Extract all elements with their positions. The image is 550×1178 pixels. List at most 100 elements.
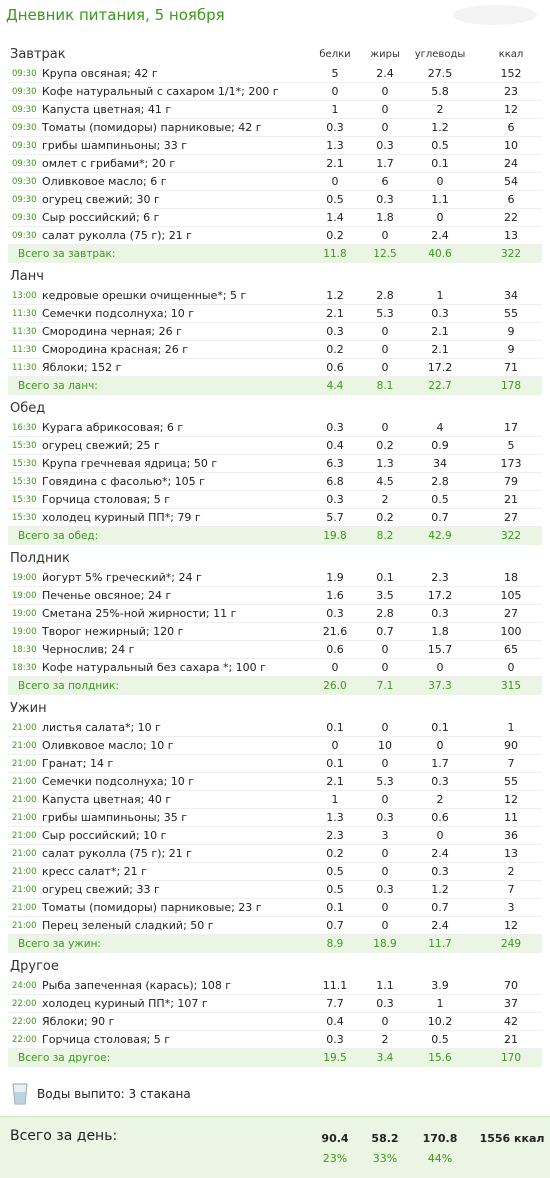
section-total-value: 26.0 bbox=[323, 680, 347, 692]
nutrient-value: 1.1 bbox=[376, 979, 394, 992]
food-name: грибы шампиньоны; 35 г bbox=[42, 811, 188, 824]
nutrient-value: 1 bbox=[507, 721, 515, 734]
food-row: 09:30 огурец свежий; 30 г 0.5 0.3 1.1 6 bbox=[8, 191, 542, 209]
nutrient-value: 0.3 bbox=[326, 325, 344, 338]
nutrient-value: 2.1 bbox=[326, 307, 344, 320]
section-total-value: 322 bbox=[500, 248, 522, 260]
food-row: 15:30 Горчица столовая; 5 г 0.3 2 0.5 21 bbox=[8, 491, 542, 509]
nutrient-value: 2.4 bbox=[431, 919, 449, 932]
nutrient-value: 2 bbox=[436, 793, 444, 806]
food-row: 19:00 Сметана 25%-ной жирности; 11 г 0.3 2.… bbox=[8, 605, 542, 623]
nutrient-value: 18 bbox=[504, 571, 518, 584]
nutrient-value: 71 bbox=[504, 361, 518, 374]
section-total-value: 249 bbox=[500, 938, 522, 950]
day-total-value: 1556 ккал bbox=[479, 1132, 545, 1145]
water-text: Воды выпито: 3 стакана bbox=[37, 1087, 191, 1101]
nutrient-value: 10 bbox=[504, 139, 518, 152]
meal-time: 22:00 bbox=[12, 999, 37, 1009]
nutrient-value: 0 bbox=[436, 661, 444, 674]
section-total-value: 22.7 bbox=[428, 380, 452, 392]
meal-time: 19:00 bbox=[12, 591, 37, 601]
section-total-row: Всего за ужин: 8.9 18.9 11.7 249 bbox=[8, 935, 542, 953]
nutrient-value: 2.1 bbox=[326, 157, 344, 170]
nutrient-value: 0 bbox=[381, 103, 389, 116]
food-name: грибы шампиньоны; 33 г bbox=[42, 139, 188, 152]
nutrient-value: 0.5 bbox=[431, 139, 449, 152]
meal-time: 15:30 bbox=[12, 477, 37, 487]
food-row: 09:30 Сыр российский; 6 г 1.4 1.8 0 22 bbox=[8, 209, 542, 227]
meal-time: 22:00 bbox=[12, 1035, 37, 1045]
nutrient-value: 0 bbox=[381, 757, 389, 770]
food-row: 21:00 кресс салат*; 21 г 0.5 0 0.3 2 bbox=[8, 863, 542, 881]
food-name: Рыба запеченная (карась); 108 г bbox=[42, 979, 232, 992]
nutrient-value: 42 bbox=[504, 1015, 518, 1028]
food-name: Сметана 25%-ной жирности; 11 г bbox=[42, 607, 237, 620]
nutrient-value: 12 bbox=[504, 919, 518, 932]
nutrient-value: 2.8 bbox=[376, 607, 394, 620]
food-row: 21:00 листья салата*; 10 г 0.1 0 0.1 1 bbox=[8, 719, 542, 737]
nutrient-value: 2.1 bbox=[431, 343, 449, 356]
meal-time: 21:00 bbox=[12, 813, 37, 823]
section-total-value: 4.4 bbox=[326, 380, 344, 392]
food-row: 09:30 Капуста цветная; 41 г 1 0 2 12 bbox=[8, 101, 542, 119]
meal-time: 19:00 bbox=[12, 573, 37, 583]
food-name: холодец куриный ПП*; 107 г bbox=[42, 997, 208, 1010]
meal-time: 21:00 bbox=[12, 831, 37, 841]
food-name: Смородина красная; 26 г bbox=[42, 343, 189, 356]
section-total-value: 8.1 bbox=[376, 380, 394, 392]
nutrient-value: 12 bbox=[504, 793, 518, 806]
meal-time: 19:00 bbox=[12, 627, 37, 637]
nutrient-value: 0.3 bbox=[376, 193, 394, 206]
nutrient-value: 1.2 bbox=[326, 289, 344, 302]
nutrient-value: 17 bbox=[504, 421, 518, 434]
nutrient-value: 1.7 bbox=[376, 157, 394, 170]
nutrient-value: 2.1 bbox=[431, 325, 449, 338]
meal-time: 09:30 bbox=[12, 141, 37, 151]
nutrient-value: 0 bbox=[436, 829, 444, 842]
food-row: 11:30 Семечки подсолнуха; 10 г 2.1 5.3 0.3 55 bbox=[8, 305, 542, 323]
food-name: кедровые орешки очищенные*; 5 г bbox=[42, 289, 247, 302]
nutrient-value: 3 bbox=[507, 901, 515, 914]
food-name: Крупа овсяная; 42 г bbox=[42, 67, 158, 80]
section-total-value: 37.3 bbox=[428, 680, 452, 692]
nutrient-value: 0.3 bbox=[431, 865, 449, 878]
section-title: Завтрак bbox=[10, 47, 66, 62]
food-name: Оливковое масло; 6 г bbox=[42, 175, 167, 188]
food-row: 21:00 Перец зеленый сладкий; 50 г 0.7 0 2.4 1… bbox=[8, 917, 542, 935]
nutrient-value: 0 bbox=[381, 793, 389, 806]
column-header: углеводы bbox=[414, 49, 466, 60]
nutrient-value: 0.6 bbox=[326, 361, 344, 374]
meal-time: 21:00 bbox=[12, 759, 37, 769]
nutrient-value: 0 bbox=[381, 121, 389, 134]
nutrient-value: 0.5 bbox=[326, 193, 344, 206]
food-name: Яблоки; 152 г bbox=[42, 361, 122, 374]
day-total-value: 170.8 bbox=[422, 1132, 458, 1145]
section-total-value: 15.6 bbox=[428, 1052, 452, 1064]
nutrient-value: 0.3 bbox=[326, 493, 344, 506]
nutrient-value: 2 bbox=[381, 1033, 389, 1046]
food-name: Семечки подсолнуха; 10 г bbox=[42, 775, 195, 788]
nutrient-value: 0.1 bbox=[326, 721, 344, 734]
nutrient-value: 5 bbox=[507, 439, 515, 452]
meal-time: 21:00 bbox=[12, 849, 37, 859]
nutrient-value: 0 bbox=[381, 343, 389, 356]
nutrient-value: 37 bbox=[504, 997, 518, 1010]
food-name: Оливковое масло; 10 г bbox=[42, 739, 174, 752]
section-total-row: Всего за полдник: 26.0 7.1 37.3 315 bbox=[8, 677, 542, 695]
food-row: 18:30 Кофе натуральный без сахара *; 100 … bbox=[8, 659, 542, 677]
section-total-value: 3.4 bbox=[376, 1052, 394, 1064]
food-name: листья салата*; 10 г bbox=[42, 721, 161, 734]
food-name: Томаты (помидоры) парниковые; 42 г bbox=[42, 121, 262, 134]
food-row: 21:00 Томаты (помидоры) парниковые; 23 г 0… bbox=[8, 899, 542, 917]
nutrient-value: 9 bbox=[507, 325, 515, 338]
nutrient-value: 0.3 bbox=[326, 121, 344, 134]
section-total-label: Всего за ужин: bbox=[18, 938, 101, 950]
food-name: Яблоки; 90 г bbox=[42, 1015, 115, 1028]
nutrient-value: 4 bbox=[436, 421, 444, 434]
nutrient-value: 1.3 bbox=[326, 811, 344, 824]
nutrient-value: 0.6 bbox=[326, 643, 344, 656]
nutrient-value: 0.7 bbox=[431, 511, 449, 524]
nutrient-value: 0.3 bbox=[376, 883, 394, 896]
nutrient-value: 0 bbox=[436, 739, 444, 752]
